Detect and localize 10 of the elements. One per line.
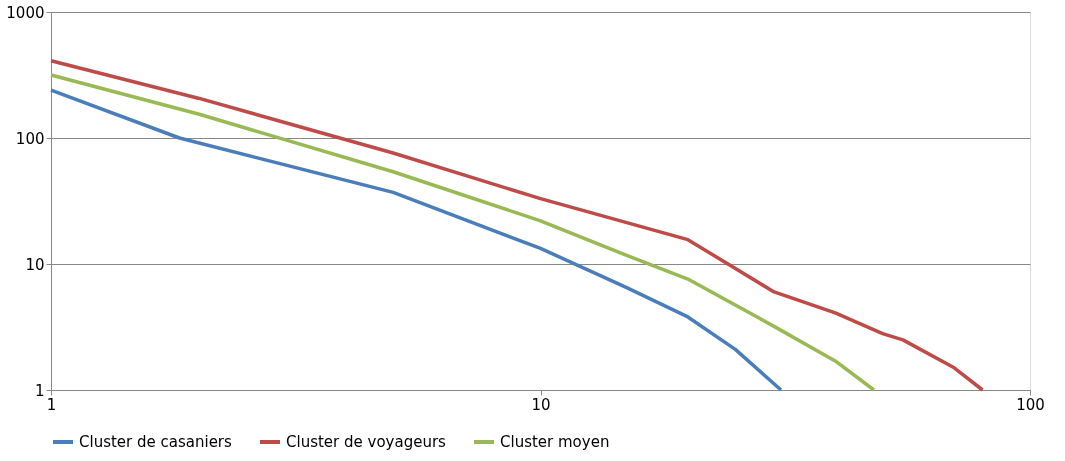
y-tick-label: 1: [34, 381, 45, 400]
y-tick-label: 100: [15, 129, 45, 148]
x-tick-label: 1: [46, 395, 57, 414]
y-tick-label: 1000: [6, 3, 45, 22]
legend-label: Cluster moyen: [500, 433, 610, 451]
x-tick-label: 10: [531, 395, 551, 414]
x-tick-label: 100: [1016, 395, 1045, 414]
legend-label: Cluster de voyageurs: [286, 433, 447, 451]
legend-label: Cluster de casaniers: [79, 433, 233, 451]
y-tick-label: 10: [25, 255, 45, 274]
